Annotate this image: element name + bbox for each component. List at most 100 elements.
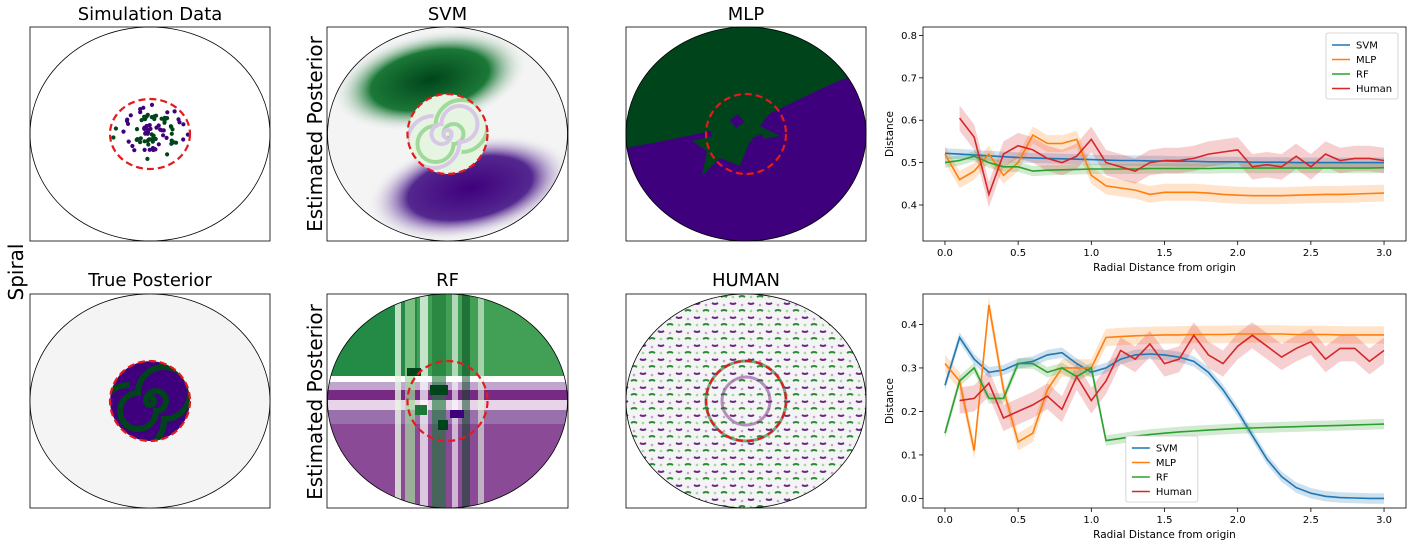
panel-svm bbox=[326, 26, 569, 242]
panel-human bbox=[625, 293, 867, 509]
y-tick-label: 0.6 bbox=[901, 116, 917, 127]
simulation-point bbox=[158, 127, 163, 132]
series-line-rf bbox=[944, 155, 1385, 172]
distance-chart-top: 0.0 0.5 1.0 1.5 2.0 2.5 3.0 0.4 0.5 0.6 0.7 0.8 Radi… bbox=[884, 26, 1407, 274]
y-tick-label: 0.8 bbox=[901, 31, 917, 42]
simulation-point bbox=[165, 110, 170, 115]
y-tick-label: 0.5 bbox=[901, 158, 917, 169]
panel-true-posterior bbox=[29, 293, 271, 509]
simulation-point bbox=[111, 135, 116, 140]
legend-label-rf: RF bbox=[1156, 473, 1169, 484]
series-line-mlp bbox=[944, 304, 1384, 451]
simulation-point bbox=[149, 102, 155, 107]
x-tick-label: 1.0 bbox=[1083, 515, 1099, 526]
simulation-point bbox=[171, 140, 176, 145]
legend-label-mlp: MLP bbox=[1156, 458, 1176, 469]
simulation-point bbox=[165, 116, 170, 121]
y-tick-label: 0.2 bbox=[901, 407, 917, 418]
simulation-point bbox=[147, 147, 152, 152]
series-line-mlp bbox=[944, 133, 1385, 197]
series-band-rf bbox=[945, 358, 1384, 446]
y-axis-label: Distance bbox=[884, 111, 896, 157]
simulation-point bbox=[176, 117, 181, 122]
simulation-points bbox=[111, 102, 190, 161]
legend-label-svm: SVM bbox=[1356, 41, 1378, 52]
x-tick-label: 2.5 bbox=[1303, 515, 1319, 526]
simulation-point bbox=[148, 126, 153, 131]
y-tick-label: 0.7 bbox=[901, 73, 917, 84]
simulation-point bbox=[134, 137, 139, 142]
series-band-mlp bbox=[945, 126, 1384, 205]
legend-box bbox=[1325, 32, 1399, 100]
simulation-point bbox=[128, 113, 133, 118]
title-simulation-data: Simulation Data bbox=[77, 4, 223, 25]
simulation-point bbox=[125, 117, 130, 122]
simulation-point bbox=[143, 130, 148, 135]
y-tick-label: 0.1 bbox=[901, 450, 917, 461]
series-line-human bbox=[958, 117, 1385, 198]
title-mlp: MLP bbox=[727, 4, 765, 25]
legend-label-rf: RF bbox=[1356, 70, 1369, 81]
x-tick-label: 2.0 bbox=[1230, 515, 1246, 526]
simulation-point bbox=[164, 135, 169, 140]
simulation-point bbox=[145, 156, 150, 161]
y-tick-label: 0.4 bbox=[901, 320, 917, 331]
title-svm: SVM bbox=[427, 4, 468, 25]
simulation-point bbox=[172, 109, 177, 114]
simulation-point bbox=[138, 107, 143, 112]
simulation-point bbox=[138, 140, 143, 145]
simulation-point bbox=[154, 113, 159, 118]
simulation-point bbox=[181, 122, 186, 127]
simulation-point bbox=[154, 125, 159, 130]
series-line-rf bbox=[944, 362, 1385, 442]
panel-simulation-data bbox=[29, 26, 271, 242]
simulation-point bbox=[121, 129, 126, 134]
x-tick-label: 0.5 bbox=[1010, 515, 1026, 526]
simulation-point bbox=[139, 118, 144, 123]
x-tick-label: 1.0 bbox=[1083, 248, 1099, 259]
simulation-point bbox=[150, 139, 155, 144]
y-tick-label: 0.0 bbox=[901, 494, 917, 505]
simulation-point bbox=[146, 142, 151, 147]
legend-label-svm: SVM bbox=[1156, 444, 1178, 455]
simulation-point bbox=[149, 115, 154, 120]
simulation-point bbox=[181, 137, 186, 142]
simulation-point bbox=[145, 138, 150, 144]
simulation-point bbox=[161, 133, 166, 138]
simulation-point bbox=[162, 120, 167, 125]
x-axis-label: Radial Distance from origin bbox=[1093, 262, 1236, 274]
simulation-point bbox=[151, 147, 156, 153]
simulation-point bbox=[130, 143, 135, 149]
legend-label-human: Human bbox=[1156, 487, 1192, 498]
y-tick-label: 0.3 bbox=[901, 363, 917, 374]
x-tick-label: 2.5 bbox=[1303, 248, 1319, 259]
y-axis-label: Distance bbox=[884, 378, 896, 424]
simulation-point bbox=[138, 110, 143, 115]
simulation-point bbox=[156, 142, 161, 147]
panel-mlp bbox=[625, 26, 867, 242]
x-tick-label: 0.0 bbox=[937, 515, 953, 526]
x-tick-label: 0.5 bbox=[1010, 248, 1026, 259]
title-human: HUMAN bbox=[711, 270, 781, 291]
simulation-point bbox=[169, 131, 174, 136]
simulation-point bbox=[126, 139, 131, 144]
x-tick-label: 0.0 bbox=[937, 248, 953, 259]
simulation-point bbox=[113, 126, 118, 131]
simulation-point bbox=[153, 136, 158, 142]
simulation-point bbox=[168, 124, 173, 129]
simulation-point bbox=[142, 117, 148, 122]
title-rf: RF bbox=[436, 270, 459, 291]
series-band-human bbox=[959, 105, 1384, 208]
panel-rf bbox=[326, 293, 569, 509]
x-tick-label: 1.5 bbox=[1157, 515, 1173, 526]
x-tick-label: 1.5 bbox=[1157, 248, 1173, 259]
x-tick-label: 3.0 bbox=[1376, 515, 1392, 526]
distance-chart-bottom: 0.0 0.5 1.0 1.5 2.0 2.5 3.0 0.0 0.1 0.2 0.3 0.4 Radi… bbox=[884, 293, 1407, 541]
simulation-point bbox=[144, 123, 149, 129]
y-tick-label: 0.4 bbox=[901, 200, 917, 211]
title-true-posterior: True Posterior bbox=[88, 270, 212, 291]
simulation-point bbox=[138, 136, 143, 141]
simulation-point bbox=[170, 127, 175, 132]
legend-label-human: Human bbox=[1356, 84, 1392, 95]
simulation-point bbox=[165, 152, 170, 157]
